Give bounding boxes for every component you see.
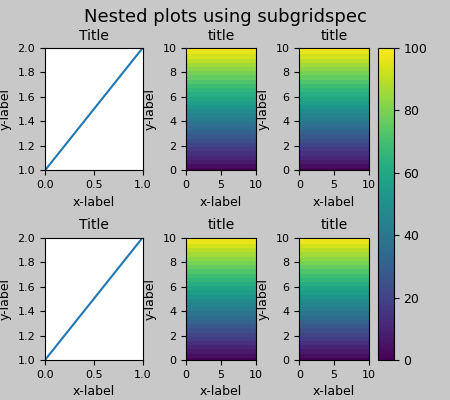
X-axis label: x-label: x-label [313, 385, 355, 398]
X-axis label: x-label: x-label [313, 196, 355, 209]
Title: title: title [207, 218, 234, 232]
Title: title: title [320, 218, 348, 232]
Title: title: title [320, 29, 348, 43]
Text: Nested plots using subgridspec: Nested plots using subgridspec [84, 8, 366, 26]
Y-axis label: y-label: y-label [144, 88, 157, 130]
Title: Title: Title [79, 29, 109, 43]
X-axis label: x-label: x-label [73, 196, 115, 209]
Y-axis label: y-label: y-label [0, 88, 12, 130]
X-axis label: x-label: x-label [73, 385, 115, 398]
Y-axis label: y-label: y-label [0, 278, 12, 320]
Y-axis label: y-label: y-label [144, 278, 157, 320]
X-axis label: x-label: x-label [200, 385, 242, 398]
Title: title: title [207, 29, 234, 43]
Y-axis label: y-label: y-label [257, 278, 270, 320]
Y-axis label: y-label: y-label [257, 88, 270, 130]
Title: Title: Title [79, 218, 109, 232]
X-axis label: x-label: x-label [200, 196, 242, 209]
